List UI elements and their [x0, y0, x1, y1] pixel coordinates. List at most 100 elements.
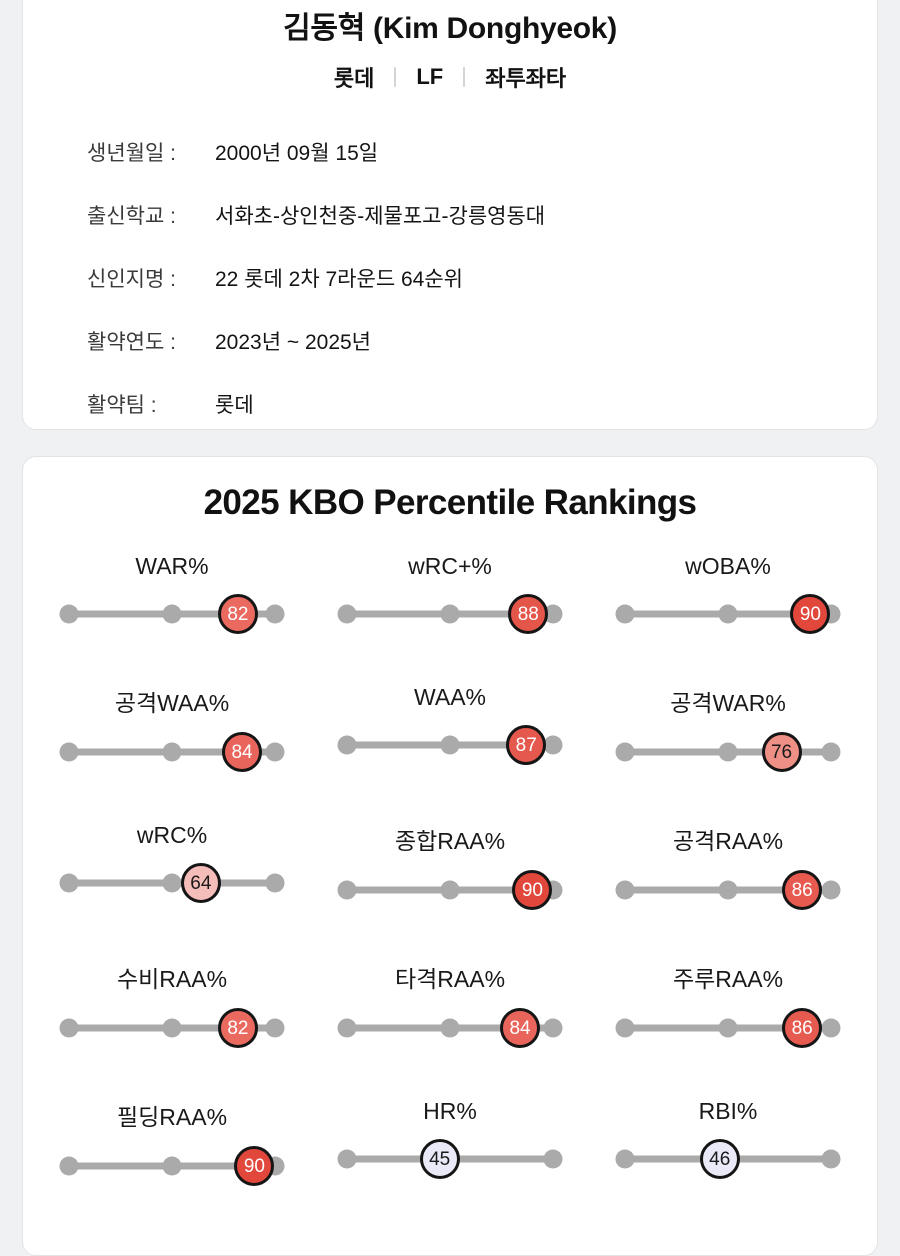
info-row: 신인지명 : 22 롯데 2차 7라운드 64순위: [87, 263, 877, 293]
percentile-value: 76: [770, 741, 793, 763]
metric-label: wRC+%: [408, 553, 492, 579]
slider-dot-start: [615, 1018, 635, 1038]
metric-cell: 타격RAA% 84: [311, 960, 589, 1050]
slider-dot-end: [543, 735, 563, 755]
metric-label: HR%: [423, 1098, 477, 1124]
info-label: 출신학교 :: [87, 205, 176, 228]
percentile-rankings-card: 2025 KBO Percentile Rankings WAR% 82 wRC…: [22, 456, 878, 1256]
info-label: 활약팀 :: [87, 394, 157, 417]
slider-dot-start: [59, 604, 79, 624]
slider-dot-start: [337, 735, 357, 755]
metric-cell: RBI% 46: [589, 1098, 867, 1188]
percentile-badge: 90: [512, 870, 553, 910]
percentile-value: 86: [791, 1017, 813, 1039]
player-batting-hand: 좌투좌타: [485, 66, 567, 91]
slider-dot-middle: [718, 1018, 738, 1038]
info-value: 22 롯데 2차 7라운드 64순위: [215, 268, 463, 291]
metric-label: WAR%: [135, 553, 209, 579]
percentile-badge: 84: [500, 1008, 541, 1048]
percentile-value: 84: [231, 741, 253, 763]
metrics-grid: WAR% 82 wRC+% 88 wOBA%: [23, 553, 877, 1188]
slider-dot-end: [821, 742, 841, 762]
info-value: 서화초-상인천중-제물포고-강릉영동대: [215, 205, 546, 228]
metric-label: wOBA%: [685, 553, 771, 579]
percentile-badge: 82: [217, 1008, 258, 1048]
percentile-value: 90: [521, 879, 543, 901]
metric-label: 주루RAA%: [672, 966, 784, 992]
slider-dot-end: [821, 1149, 841, 1169]
metric-label: 타격RAA%: [394, 966, 506, 992]
percentile-slider: 76: [615, 730, 841, 774]
percentile-value: 86: [791, 879, 813, 901]
percentile-badge: 82: [217, 594, 258, 634]
slider-dot-middle: [440, 1018, 460, 1038]
slider-dot-middle: [162, 742, 182, 762]
slider-dot-middle: [440, 880, 460, 900]
percentile-slider: 88: [337, 592, 563, 636]
slider-dot-end: [821, 880, 841, 900]
slider-dot-start: [337, 1149, 357, 1169]
info-value: 롯데: [215, 394, 254, 417]
metric-cell: 공격RAA% 86: [589, 822, 867, 912]
percentile-slider: 45: [337, 1137, 563, 1181]
metric-label: RBI%: [698, 1098, 758, 1124]
percentile-badge: 76: [761, 732, 802, 772]
percentile-badge: 86: [782, 870, 823, 910]
metric-cell: 주루RAA% 86: [589, 960, 867, 1050]
slider-dot-middle: [718, 742, 738, 762]
slider-dot-middle: [162, 873, 182, 893]
info-row: 활약연도 : 2023년 ~ 2025년: [87, 326, 877, 356]
player-position: LF: [416, 64, 444, 89]
percentile-slider: 90: [337, 868, 563, 912]
player-name: 김동혁 (Kim Donghyeok): [283, 12, 617, 45]
metric-label: 수비RAA%: [116, 966, 228, 992]
slider-dot-start: [59, 873, 79, 893]
slider-dot-start: [337, 1018, 357, 1038]
percentile-badge: 88: [508, 594, 549, 634]
percentile-slider: 84: [337, 1006, 563, 1050]
metric-label: 공격WAR%: [670, 690, 786, 716]
percentile-badge: 84: [222, 732, 263, 772]
player-team: 롯데: [333, 66, 375, 91]
info-value: 2023년 ~ 2025년: [215, 331, 372, 354]
percentile-slider: 46: [615, 1137, 841, 1181]
meta-separator: [394, 67, 397, 87]
slider-dot-start: [337, 604, 357, 624]
info-row: 활약팀 : 롯데: [87, 389, 877, 419]
percentile-slider: 84: [59, 730, 285, 774]
percentile-badge: 90: [234, 1146, 275, 1186]
slider-dot-start: [59, 1156, 79, 1176]
percentile-badge: 90: [790, 594, 831, 634]
percentile-slider: 87: [337, 723, 563, 767]
slider-dot-end: [265, 873, 285, 893]
metric-cell: 공격WAR% 76: [589, 684, 867, 774]
slider-dot-end: [265, 742, 285, 762]
player-info-list: 생년월일 : 2000년 09월 15일 출신학교 : 서화초-상인천중-제물포…: [87, 137, 877, 419]
metric-cell: 수비RAA% 82: [33, 960, 311, 1050]
slider-dot-middle: [718, 880, 738, 900]
rankings-title: 2025 KBO Percentile Rankings: [203, 483, 697, 522]
percentile-value: 84: [509, 1017, 531, 1039]
slider-dot-start: [615, 1149, 635, 1169]
percentile-badge: 86: [782, 1008, 823, 1048]
metric-label: 필딩RAA%: [116, 1104, 228, 1130]
slider-dot-start: [59, 1018, 79, 1038]
percentile-value: 90: [799, 603, 821, 625]
percentile-slider: 82: [59, 592, 285, 636]
metric-cell: 공격WAA% 84: [33, 684, 311, 774]
percentile-badge: 64: [180, 863, 221, 903]
percentile-value: 45: [429, 1148, 451, 1170]
metric-cell: WAA% 87: [311, 684, 589, 774]
metric-cell: 필딩RAA% 90: [33, 1098, 311, 1188]
metric-cell: wRC+% 88: [311, 553, 589, 636]
info-value: 2000년 09월 15일: [215, 142, 379, 165]
player-meta-line: 롯데 LF 좌투좌타: [23, 61, 877, 93]
metric-label: 종합RAA%: [394, 828, 506, 854]
percentile-badge: 46: [699, 1139, 740, 1179]
slider-dot-start: [615, 742, 635, 762]
percentile-value: 88: [517, 603, 539, 625]
info-label: 활약연도 :: [87, 331, 176, 354]
percentile-value: 82: [227, 1017, 249, 1039]
info-row: 생년월일 : 2000년 09월 15일: [87, 137, 877, 167]
percentile-value: 82: [227, 603, 249, 625]
